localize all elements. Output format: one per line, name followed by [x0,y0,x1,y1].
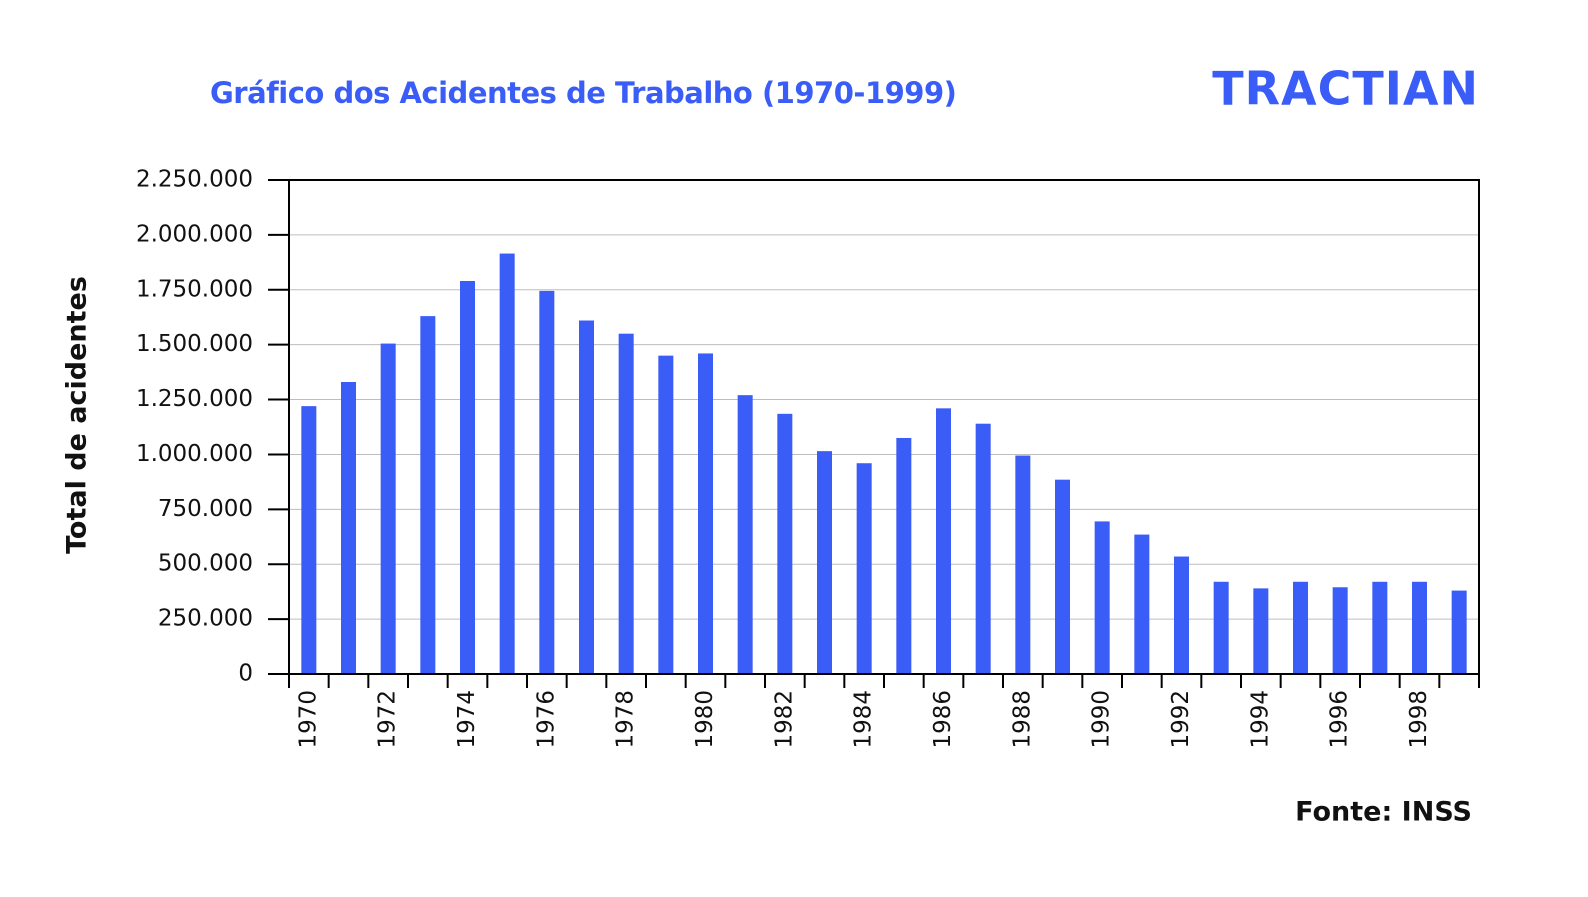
x-tick-label: 1980 [692,690,718,749]
bar [1213,581,1229,674]
bar [1134,534,1150,674]
x-tick-label: 1970 [295,690,321,749]
chart-title: Gráfico dos Acidentes de Trabalho (1970-… [210,76,956,110]
bar [579,320,594,674]
x-tick-label: 1992 [1168,690,1194,749]
bar [380,343,396,674]
bar [896,437,912,674]
x-tick-label: 1984 [851,690,877,749]
bar [1174,556,1189,674]
bar [1253,588,1269,674]
y-axis-label: Total de acidentes [62,276,93,554]
x-tick-label: 1990 [1089,690,1115,749]
bar [777,413,793,674]
bar [341,381,356,674]
x-tick-label: 1972 [375,690,401,749]
bar [1412,581,1427,674]
bar [618,333,634,674]
y-tick-label: 250.000 [158,606,253,632]
x-tick-label: 1998 [1406,690,1432,749]
bar [856,463,872,674]
bar [460,280,475,674]
bar [817,451,832,674]
y-tick-label: 1.500.000 [136,331,253,357]
x-tick-label: 1982 [771,690,797,749]
x-tick-label: 1976 [533,690,559,749]
bar [499,253,515,674]
bar [420,316,436,674]
plot-frame [288,179,1480,675]
x-tick-label: 1996 [1327,690,1353,749]
bar [1094,521,1110,674]
y-tick-label: 1.750.000 [136,276,253,302]
x-tick-label: 1988 [1009,690,1035,749]
x-tick-label: 1986 [930,690,956,749]
bar [698,353,713,674]
y-tick-label: 2.000.000 [136,221,253,247]
bar [1451,590,1467,674]
bar [1055,479,1070,674]
y-tick-label: 1.250.000 [136,386,253,412]
bar [737,395,753,674]
bar [1372,581,1388,674]
y-tick-label: 500.000 [158,551,253,577]
bar [1293,581,1308,674]
y-tick-label: 750.000 [158,496,253,522]
x-tick-label: 1974 [454,690,480,749]
bar [975,423,991,674]
x-tick-label: 1994 [1247,690,1273,749]
bar [936,408,951,674]
y-tick-label: 1.000.000 [136,441,253,467]
logo: TRACTIAN [1212,62,1479,116]
bar [658,355,674,674]
bar [301,406,317,674]
y-tick-label: 0 [238,661,253,687]
bar [1332,587,1348,674]
y-tick-label: 2.250.000 [136,167,253,193]
x-tick-label: 1978 [613,690,639,749]
bar [1015,455,1031,674]
bar [539,290,555,674]
source: Fonte: INSS [1295,797,1472,828]
